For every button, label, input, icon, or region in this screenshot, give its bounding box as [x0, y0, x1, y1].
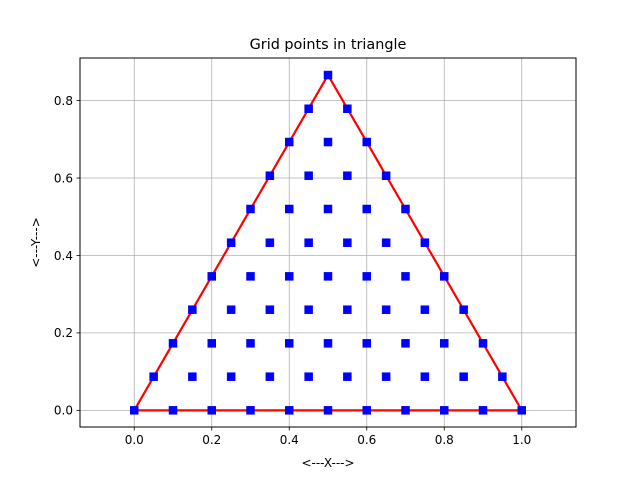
grid-point-marker-r2-c6	[401, 339, 410, 348]
series-layer	[130, 70, 526, 415]
grid-point-marker-r7-c3	[381, 171, 391, 180]
grid-point-marker-r0-c0	[130, 406, 139, 415]
grid-point-marker-r0-c3	[246, 406, 255, 415]
grid-point-marker-r3-c0	[188, 305, 197, 314]
y-tick-label-0: 0.0	[54, 404, 73, 418]
grid-point-marker-r5-c3	[343, 238, 352, 247]
grid-point-marker-r6-c1	[285, 204, 294, 214]
grid-point-marker-r5-c5	[420, 238, 430, 247]
x-tick-label-0_4: 0.4	[280, 433, 299, 447]
grid-point-marker-r4-c1	[246, 272, 255, 281]
grid-point-marker-r2-c4	[323, 339, 333, 348]
grid-point-marker-r4-c4	[362, 272, 371, 281]
grid-point-marker-r1-c7	[420, 372, 430, 381]
grid-point-marker-r8-c1	[323, 137, 333, 147]
grid-point-marker-r10-c0	[323, 70, 333, 80]
grid-point-marker-r7-c0	[265, 171, 275, 180]
grid-point-marker-r4-c5	[401, 272, 410, 281]
grid-point-marker-r9-c1	[343, 104, 352, 113]
x-axis-label: <---X--->	[301, 456, 354, 470]
grid-point-marker-r6-c4	[401, 204, 410, 214]
grid-point-marker-r5-c1	[265, 238, 275, 247]
axes-frame	[79, 57, 577, 428]
grid-point-marker-r1-c6	[381, 372, 391, 381]
grid-point-marker-r2-c1	[207, 339, 216, 348]
grid-point-marker-r7-c2	[343, 171, 352, 180]
grid-point-marker-r3-c2	[265, 305, 275, 314]
grid-point-marker-r4-c2	[285, 272, 294, 281]
grid-point-marker-r3-c3	[304, 305, 313, 314]
grid-point-marker-r1-c1	[188, 372, 197, 381]
y-tick-label-0_8: 0.8	[54, 94, 73, 108]
grid-point-marker-r5-c4	[381, 238, 391, 247]
x-tick-label-0_2: 0.2	[202, 433, 221, 447]
grid-point-marker-r2-c8	[478, 339, 488, 348]
grid-point-marker-r2-c0	[168, 339, 178, 348]
grid-point-marker-r6-c0	[246, 204, 255, 214]
grid-point-marker-r3-c5	[381, 305, 391, 314]
grid-point-marker-r1-c5	[343, 372, 352, 381]
grid-point-marker-r3-c4	[343, 305, 352, 314]
grid-point-marker-r7-c1	[304, 171, 313, 180]
x-tick-label-1: 1.0	[512, 433, 531, 447]
y-axis-label: <---Y--->	[29, 217, 43, 268]
grid-point-marker-r3-c7	[459, 305, 468, 314]
grid-point-marker-r1-c3	[265, 372, 275, 381]
grid-point-marker-r1-c4	[304, 372, 313, 381]
grid-point-marker-r6-c2	[323, 204, 333, 214]
grid-point-marker-r0-c9	[478, 406, 488, 415]
grid-point-marker-r5-c0	[226, 238, 236, 247]
grid-point-marker-r1-c9	[498, 372, 507, 381]
grid-point-marker-r9-c0	[304, 104, 313, 113]
grid-point-marker-r4-c0	[207, 272, 216, 281]
x-tick-label-0_8: 0.8	[435, 433, 454, 447]
grid-point-marker-r0-c5	[323, 406, 333, 415]
y-tick-label-0_6: 0.6	[54, 171, 73, 185]
grid-point-marker-r0-c6	[362, 406, 371, 415]
grid-point-marker-r2-c3	[285, 339, 294, 348]
grid-point-marker-r8-c2	[362, 137, 371, 147]
grid-point-marker-r0-c8	[440, 406, 449, 415]
grid-point-marker-r4-c3	[323, 272, 333, 281]
grid-point-marker-r4-c6	[440, 272, 449, 281]
grid-point-marker-r0-c4	[285, 406, 294, 415]
grid-point-marker-r1-c8	[459, 372, 468, 381]
grid-point-marker-r8-c0	[285, 137, 294, 147]
grid-point-marker-r3-c6	[420, 305, 430, 314]
grid-point-marker-r2-c2	[246, 339, 255, 348]
grid-point-marker-r2-c7	[440, 339, 449, 348]
grid-point-marker-r1-c2	[226, 372, 236, 381]
grid-point-marker-r2-c5	[362, 339, 371, 348]
grid-point-marker-r1-c0	[149, 372, 158, 381]
tick-layer: 0.0 0.2 0.4 0.6 0.8 1.0 0.0 0.2 0.4 0.6 0.8	[54, 94, 531, 447]
y-tick-label-0_2: 0.2	[54, 326, 73, 340]
grid-point-marker-r0-c10	[517, 406, 526, 415]
chart-title: Grid points in triangle	[250, 37, 407, 53]
grid-point-marker-r0-c2	[207, 406, 216, 415]
grid-point-marker-r0-c1	[168, 406, 178, 415]
grid-point-marker-r3-c1	[226, 305, 236, 314]
grid-point-marker-r6-c3	[362, 204, 371, 214]
grid-point-marker-r0-c7	[401, 406, 410, 415]
x-tick-label-0_6: 0.6	[357, 433, 376, 447]
grid-point-marker-r5-c2	[304, 238, 313, 247]
y-tick-label-0_4: 0.4	[54, 249, 73, 263]
x-tick-label-0: 0.0	[125, 433, 144, 447]
